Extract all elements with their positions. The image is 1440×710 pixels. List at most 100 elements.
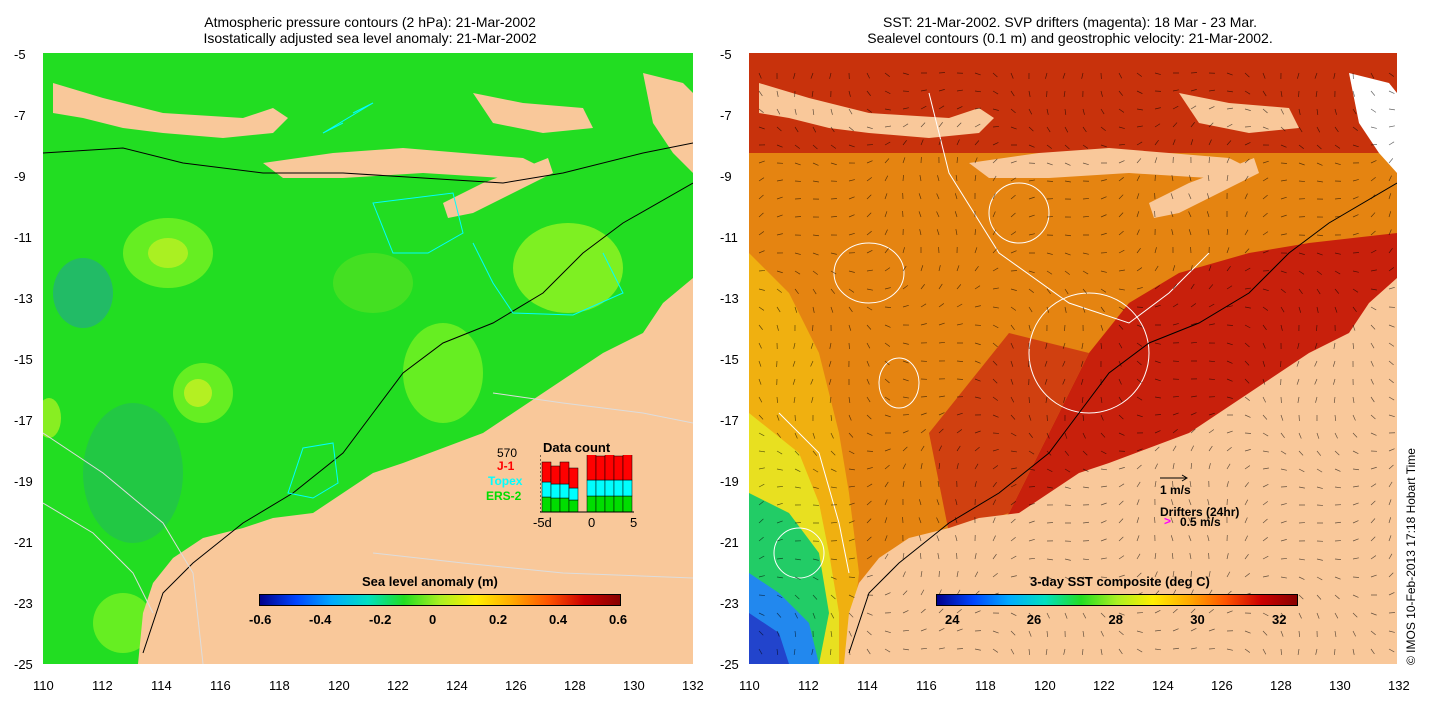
velocity-vector xyxy=(1262,72,1266,79)
velocity-vector xyxy=(848,538,855,542)
velocity-vector xyxy=(1226,90,1233,93)
velocity-vector xyxy=(1316,306,1319,313)
velocity-vector xyxy=(1064,252,1071,256)
velocity-vector xyxy=(974,107,981,110)
velocity-vector xyxy=(884,306,892,308)
data-count-bar-segment xyxy=(586,479,597,497)
velocity-vector xyxy=(866,230,872,236)
mission-j1: J-1 xyxy=(497,459,515,473)
right-x-tick-6: 122 xyxy=(1093,678,1115,693)
velocity-vector xyxy=(794,594,800,600)
velocity-vector xyxy=(1280,288,1286,294)
velocity-vector xyxy=(866,483,873,488)
velocity-vector xyxy=(794,126,799,133)
velocity-vector xyxy=(830,108,833,115)
velocity-vector xyxy=(1046,576,1053,580)
velocity-vector xyxy=(1244,414,1251,418)
velocity-vector xyxy=(1172,628,1179,632)
velocity-vector xyxy=(1082,468,1089,472)
velocity-vector xyxy=(1154,285,1160,290)
velocity-vector xyxy=(1226,446,1232,452)
velocity-vector xyxy=(1100,214,1107,218)
velocity-vector xyxy=(1010,212,1016,218)
velocity-vector xyxy=(1082,144,1089,149)
left-x-tick-10: 130 xyxy=(623,678,645,693)
left-y-tick-9: -23 xyxy=(14,596,33,611)
velocity-vector xyxy=(938,395,945,398)
velocity-vector xyxy=(1171,499,1174,506)
velocity-vector xyxy=(1170,211,1174,218)
velocity-vector xyxy=(884,448,891,452)
velocity-vector xyxy=(956,156,958,164)
velocity-vector xyxy=(1316,252,1323,256)
velocity-vector xyxy=(1208,445,1213,452)
velocity-vector xyxy=(1190,139,1194,146)
velocity-vector xyxy=(1298,468,1305,473)
velocity-vector xyxy=(1154,629,1161,632)
velocity-vector xyxy=(812,306,815,313)
velocity-vector xyxy=(1262,306,1269,311)
velocity-vector xyxy=(1370,230,1376,236)
velocity-vector xyxy=(1028,612,1034,618)
velocity-vector xyxy=(1370,432,1377,436)
velocity-vector xyxy=(1297,72,1300,79)
velocity-vector xyxy=(956,106,963,110)
velocity-vector xyxy=(1316,576,1323,581)
velocity-vector xyxy=(992,267,999,272)
velocity-vector xyxy=(974,463,979,470)
velocity-vector xyxy=(1028,90,1031,97)
velocity-vector xyxy=(1207,535,1210,542)
velocity-vector xyxy=(1064,288,1069,295)
velocity-vector xyxy=(955,499,958,506)
velocity-vector xyxy=(902,629,910,632)
velocity-vector xyxy=(830,558,837,561)
velocity-vector xyxy=(1244,72,1250,78)
velocity-vector xyxy=(974,481,977,488)
velocity-vector xyxy=(974,140,980,146)
velocity-vector xyxy=(1208,412,1215,416)
velocity-vector xyxy=(1172,122,1178,128)
velocity-vector xyxy=(884,90,891,95)
velocity-vector xyxy=(1082,252,1089,255)
left-y-tick-1: -7 xyxy=(14,108,26,123)
velocity-vector xyxy=(812,612,816,619)
velocity-vector xyxy=(848,342,850,350)
left-y-tick-8: -21 xyxy=(14,535,33,550)
velocity-vector xyxy=(956,445,961,452)
velocity-vector xyxy=(1316,270,1322,275)
velocity-vector xyxy=(974,265,979,272)
velocity-vector xyxy=(830,468,837,472)
velocity-vector xyxy=(1028,233,1035,236)
velocity-vector xyxy=(955,175,958,182)
velocity-vector xyxy=(1010,483,1017,488)
velocity-vector xyxy=(1280,214,1287,218)
velocity-vector xyxy=(776,576,783,579)
velocity-vector xyxy=(1118,288,1125,291)
velocity-vector xyxy=(992,211,996,218)
velocity-vector xyxy=(812,432,816,439)
velocity-vector xyxy=(1082,521,1089,524)
velocity-vector xyxy=(776,520,783,524)
velocity-vector xyxy=(1262,575,1269,578)
velocity-vector xyxy=(936,211,940,218)
velocity-vector xyxy=(1332,360,1336,367)
velocity-vector xyxy=(1370,518,1376,524)
velocity-vector xyxy=(1244,378,1250,384)
velocity-vector xyxy=(1208,284,1214,290)
velocity-vector xyxy=(1370,126,1377,129)
velocity-vector xyxy=(1334,432,1338,439)
velocity-vector xyxy=(812,450,818,456)
velocity-vector xyxy=(936,535,940,542)
velocity-vector xyxy=(1370,194,1376,200)
right-cbar-tick-3: 30 xyxy=(1190,612,1205,627)
velocity-vector xyxy=(848,90,851,97)
velocity-vector xyxy=(1046,270,1053,275)
right-cbar-tick-0: 24 xyxy=(945,612,960,627)
velocity-vector xyxy=(812,144,818,150)
velocity-vector xyxy=(1172,463,1175,470)
left-title: Atmospheric pressure contours (2 hPa): 2… xyxy=(60,14,680,46)
velocity-vector xyxy=(830,521,838,524)
velocity-vector xyxy=(1010,555,1017,560)
data-count-bar-segment xyxy=(541,496,552,513)
velocity-vector xyxy=(848,233,855,236)
